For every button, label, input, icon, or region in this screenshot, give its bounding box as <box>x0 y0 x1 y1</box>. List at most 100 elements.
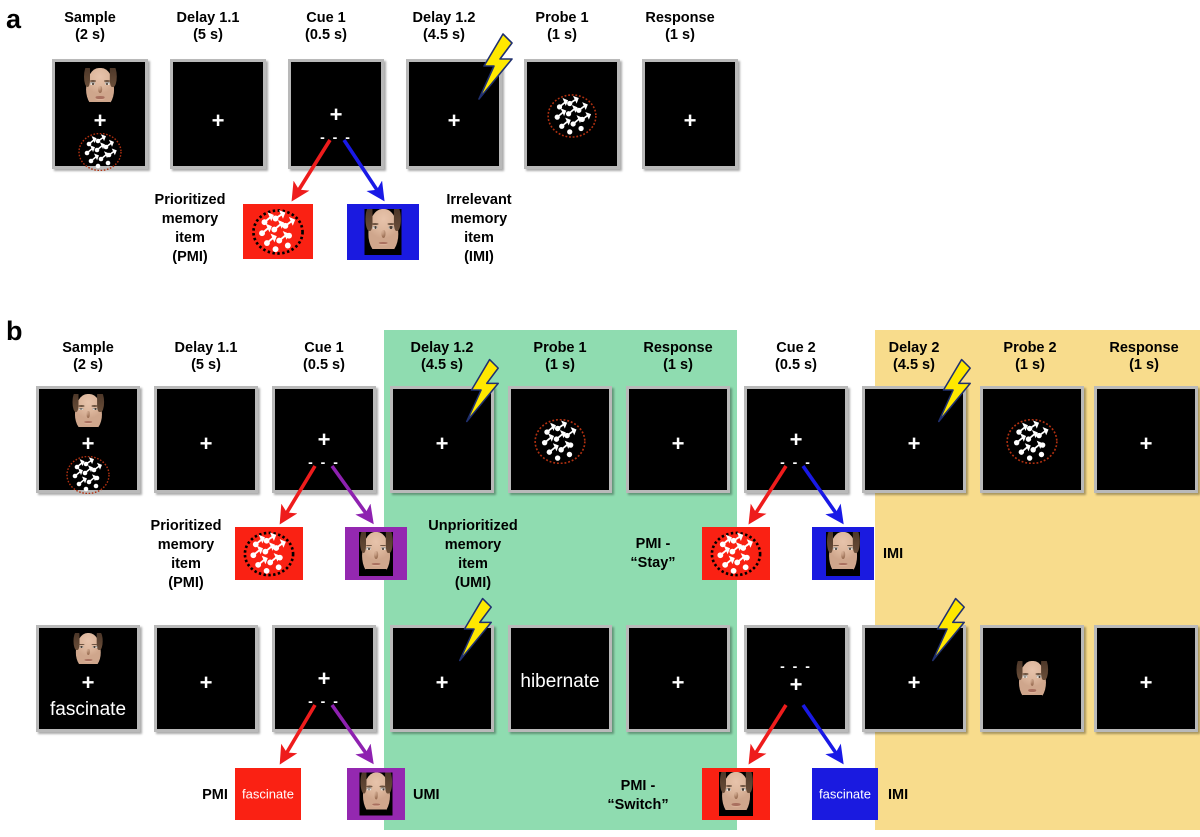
col-head-a-sample: Sample (2 s) <box>35 10 145 44</box>
col-head-b-sample: Sample (2 s) <box>34 340 142 374</box>
umi-label-line4: (UMI) <box>454 575 492 591</box>
frame-b2-probe2 <box>980 625 1084 732</box>
frame-a-response: + <box>642 59 738 169</box>
frame-b2-response1: + <box>626 625 730 732</box>
fixation-cross: + <box>211 108 225 133</box>
frame-b2-cue1: + - - - <box>272 625 376 732</box>
face-stimulus <box>359 772 393 816</box>
cue-dashes-below: - - - <box>780 454 812 470</box>
fixation-cross: + <box>789 427 803 452</box>
frame-b2-delay2: + <box>862 625 966 732</box>
panel-letter-a: a <box>6 4 21 34</box>
col-head-name: Sample <box>62 340 114 356</box>
lightning-bolt-icon <box>474 33 516 101</box>
col-head-name: Delay 2 <box>888 340 940 356</box>
fixation-cross: + <box>317 666 331 691</box>
col-head-duration: (2 s) <box>75 27 105 43</box>
imi-label-line4: (IMI) <box>464 249 494 265</box>
umi-swatch-b2 <box>347 768 405 820</box>
dot-motion-stimulus <box>65 456 111 494</box>
pmi-label-line4: (PMI) <box>172 249 208 265</box>
col-head-duration: (1 s) <box>1015 357 1045 373</box>
col-head-b-cue1: Cue 1 (0.5 s) <box>270 340 378 374</box>
col-head-b-cue2: Cue 2 (0.5 s) <box>742 340 850 374</box>
pmi-label-line4: (PMI) <box>168 575 204 591</box>
fixation-cross: + <box>789 672 803 697</box>
col-head-b-delay11: Delay 1.1 (5 s) <box>152 340 260 374</box>
col-head-name: Delay 1.1 <box>176 10 240 26</box>
fixation-cross: + <box>199 670 213 695</box>
fixation-cross: + <box>329 102 343 127</box>
frame-b2-delay11: + <box>154 625 258 732</box>
umi-label-line3: item <box>458 556 488 572</box>
pmi-switch-label-b2: PMI - “Switch” <box>585 777 691 815</box>
col-head-a-delay12: Delay 1.2 (4.5 s) <box>389 10 499 44</box>
frame-a-probe1 <box>524 59 620 169</box>
imi-label-line3: item <box>464 230 494 246</box>
frame-b2-response2: + <box>1094 625 1198 732</box>
fixation-cross: + <box>671 670 685 695</box>
face-stimulus <box>826 531 860 576</box>
frame-a-sample: + <box>52 59 148 171</box>
dot-motion-stimulus <box>710 531 763 577</box>
col-head-a-delay11: Delay 1.1 (5 s) <box>153 10 263 44</box>
pmi-swatch-b1 <box>235 527 303 580</box>
umi-label-line1: Unprioritized <box>428 518 518 534</box>
pmi-swatch-b2: fascinate <box>235 768 301 820</box>
imi-swatch-b1 <box>812 527 874 580</box>
imi-swatch-a <box>347 204 419 260</box>
lightning-bolt-icon <box>928 597 968 663</box>
dot-motion-stimulus <box>78 133 122 171</box>
col-head-duration: (5 s) <box>191 357 221 373</box>
frame-b2-probe1: hibernate <box>508 625 612 732</box>
pmi-label-b2: PMI <box>202 787 228 803</box>
fixation-cross: + <box>683 108 697 133</box>
frame-b1-probe2 <box>980 386 1084 493</box>
col-head-b-delay12: Delay 1.2 (4.5 s) <box>388 340 496 374</box>
pmi-switch-swatch-b2 <box>702 768 770 820</box>
col-head-name: Probe 1 <box>533 340 587 356</box>
col-head-duration: (4.5 s) <box>421 357 463 373</box>
col-head-name: Delay 1.1 <box>174 340 238 356</box>
fixation-cross: + <box>317 427 331 452</box>
lightning-bolt-icon <box>455 597 495 663</box>
imi-swatch-word: fascinate <box>818 786 872 802</box>
col-head-duration: (1 s) <box>547 27 577 43</box>
fixation-cross: + <box>81 431 95 456</box>
pmi-label-line1: Prioritized <box>150 518 222 534</box>
col-head-duration: (2 s) <box>73 357 103 373</box>
face-stimulus <box>364 209 402 255</box>
fixation-cross: + <box>907 670 921 695</box>
frame-b1-delay11: + <box>154 386 258 493</box>
frame-b2-delay12: + <box>390 625 494 732</box>
lightning-bolt-icon <box>934 358 974 424</box>
face-stimulus <box>359 531 393 576</box>
frame-b1-cue2: + - - - <box>744 386 848 493</box>
col-head-duration: (0.5 s) <box>775 357 817 373</box>
imi-label-b2: IMI <box>888 787 909 803</box>
frame-b1-response2: + <box>1094 386 1198 493</box>
face-stimulus <box>71 394 105 432</box>
col-head-b-response1: Response (1 s) <box>624 340 732 374</box>
imi-label-line2: memory <box>450 211 508 227</box>
col-head-duration: (4.5 s) <box>893 357 935 373</box>
col-head-name: Response <box>643 340 713 356</box>
pmi-swatch-word: fascinate <box>241 786 295 802</box>
dot-motion-stimulus <box>534 419 586 464</box>
col-head-duration: (1 s) <box>545 357 575 373</box>
dot-motion-stimulus <box>547 94 597 138</box>
col-head-name: Response <box>645 10 715 26</box>
pmi-stay-label-line1: PMI - <box>635 536 671 552</box>
fixation-cross: + <box>435 670 449 695</box>
dot-motion-stimulus <box>243 531 296 577</box>
umi-swatch-b1 <box>345 527 407 580</box>
imi-label-a: Irrelevant memory item (IMI) <box>420 191 538 267</box>
dot-motion-stimulus <box>251 208 305 255</box>
cue-dashes-above: - - - <box>780 658 812 674</box>
face-stimulus <box>72 633 104 669</box>
umi-label-line2: memory <box>444 537 502 553</box>
fixation-cross: + <box>447 108 461 133</box>
col-head-name: Response <box>1109 340 1179 356</box>
col-head-name: Cue 1 <box>304 340 344 356</box>
